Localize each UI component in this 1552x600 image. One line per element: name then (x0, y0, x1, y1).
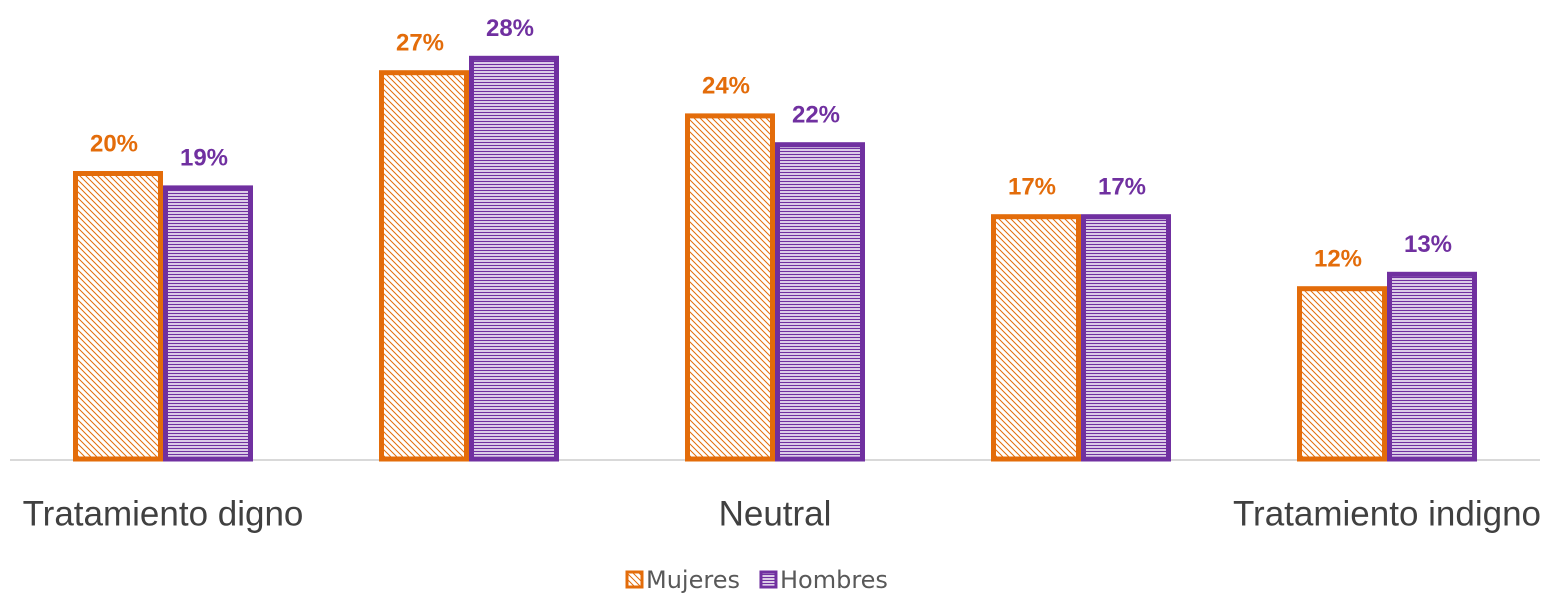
data-label: 28% (486, 15, 534, 42)
bar (73, 171, 163, 462)
x-tick-label: Tratamiento digno (23, 494, 304, 533)
legend-label: Mujeres (646, 566, 740, 594)
data-label: 12% (1314, 246, 1362, 273)
x-tick-label: Tratamiento indigno (1233, 494, 1541, 533)
data-label: 13% (1404, 231, 1452, 258)
legend-swatch (625, 570, 644, 589)
data-label: 17% (1008, 174, 1056, 201)
bar (1297, 286, 1387, 462)
bar (163, 185, 253, 462)
bar (775, 142, 865, 462)
bar (379, 70, 469, 462)
data-label: 24% (702, 73, 750, 100)
data-label: 19% (180, 145, 228, 172)
data-label: 20% (90, 130, 138, 157)
legend-swatch (759, 570, 778, 589)
bar (991, 214, 1081, 462)
data-label: 17% (1098, 174, 1146, 201)
bar (1081, 214, 1171, 462)
data-label: 27% (396, 30, 444, 57)
data-label: 22% (792, 102, 840, 129)
bar (685, 113, 775, 462)
x-tick-label: Neutral (719, 494, 832, 533)
bar (469, 55, 559, 462)
bar (1387, 271, 1477, 462)
legend-label: Hombres (780, 566, 888, 594)
